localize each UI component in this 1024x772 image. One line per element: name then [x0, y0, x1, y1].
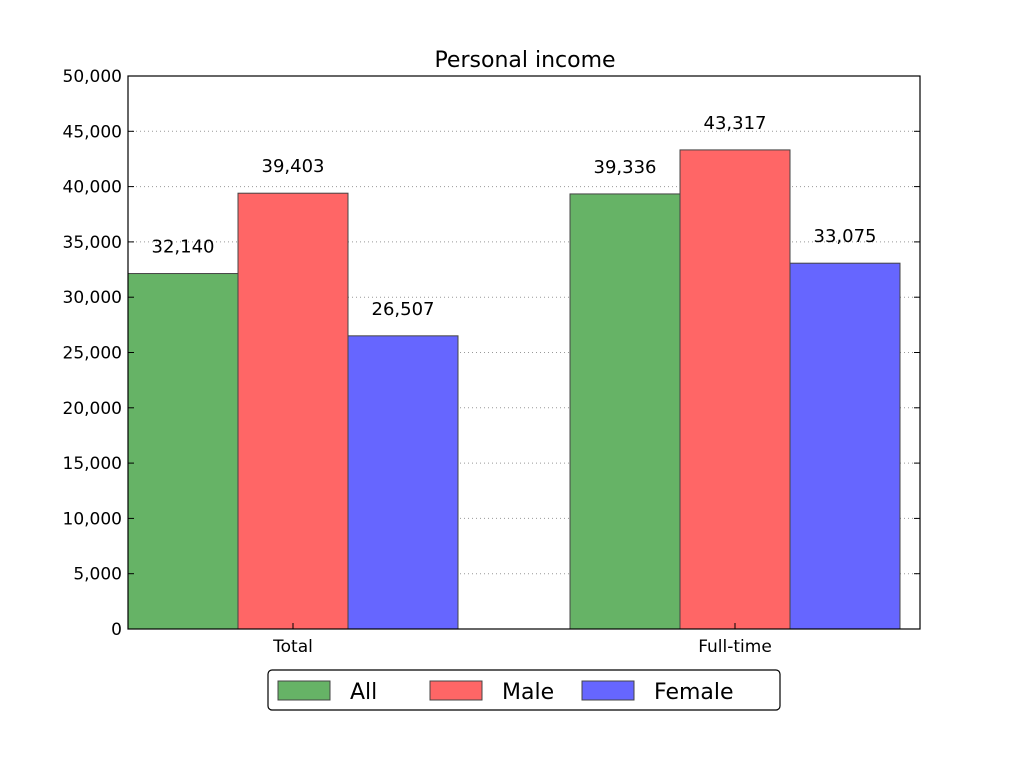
- y-tick-label: 50,000: [63, 67, 122, 87]
- bar-male: [679, 149, 791, 630]
- data-label: 39,403: [262, 156, 325, 177]
- data-label: 26,507: [372, 299, 435, 320]
- y-tick-label: 45,000: [63, 122, 122, 142]
- legend-box: [267, 669, 781, 711]
- y-tick-label: 20,000: [63, 399, 122, 419]
- legend-label: Male: [502, 680, 554, 705]
- y-tick-label: 15,000: [63, 454, 122, 474]
- x-axis: Total Full-time: [272, 623, 772, 657]
- bar-all: [127, 273, 239, 630]
- data-label: 33,075: [814, 226, 877, 247]
- bar-all: [569, 193, 681, 630]
- legend-swatch-all: [277, 680, 331, 701]
- data-label: 39,336: [594, 157, 657, 178]
- y-tick-label: 35,000: [63, 233, 122, 253]
- y-tick-label: 30,000: [63, 288, 122, 308]
- y-tick-label: 25,000: [63, 344, 122, 364]
- y-axis: 0 5,000 10,000 15,000 20,000 25,000 30,000 35,0…: [63, 67, 920, 640]
- y-tick-label: 40,000: [63, 178, 122, 198]
- x-tick-label: Total: [272, 637, 313, 657]
- bar-female: [789, 262, 901, 630]
- bar-female: [347, 335, 459, 630]
- x-tick-label: Full-time: [698, 637, 772, 657]
- y-tick-label: 10,000: [63, 509, 122, 529]
- chart-title: Personal income: [434, 48, 615, 73]
- legend-label: Female: [654, 680, 734, 705]
- legend-label: All: [350, 680, 377, 705]
- bar-male: [237, 192, 349, 630]
- legend-swatch-male: [429, 680, 483, 701]
- data-labels: 32,140 39,403 26,507 39,336 43,317 33,075: [152, 113, 877, 320]
- y-tick-label: 5,000: [73, 565, 122, 585]
- legend: All Male Female: [267, 669, 781, 711]
- bars: [127, 149, 901, 630]
- legend-swatch-female: [581, 680, 635, 701]
- data-label: 43,317: [704, 113, 767, 134]
- data-label: 32,140: [152, 237, 215, 258]
- y-tick-label: 0: [111, 620, 122, 640]
